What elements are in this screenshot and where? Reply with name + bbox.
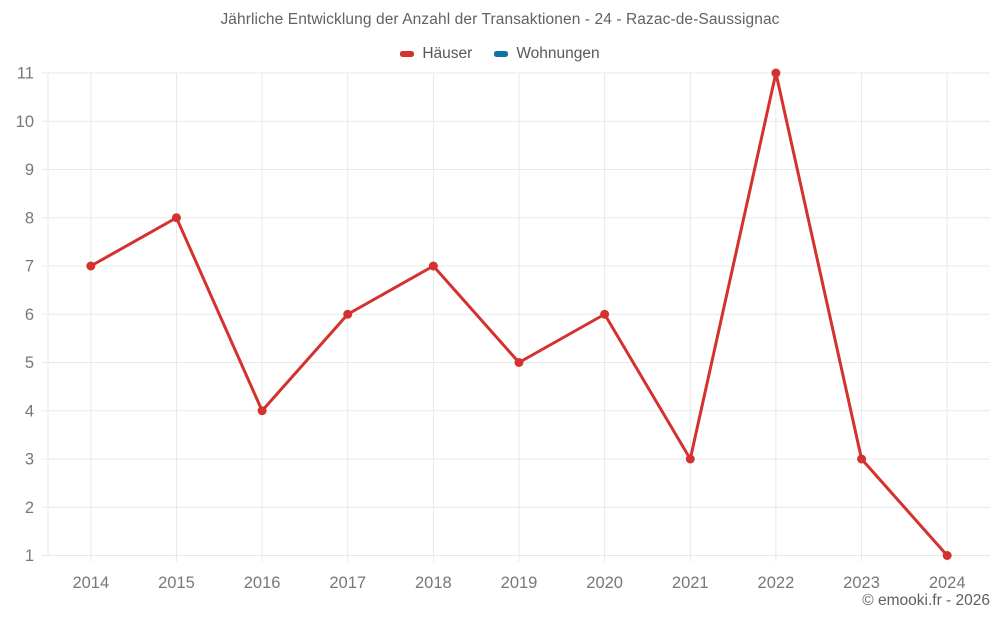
- x-axis-tick-label: 2015: [158, 574, 195, 592]
- y-axis-tick-label: 3: [25, 451, 34, 469]
- legend-item-huser[interactable]: Häuser: [400, 45, 472, 63]
- x-axis-tick-label: 2021: [672, 574, 709, 592]
- chart-title: Jährliche Entwicklung der Anzahl der Tra…: [220, 11, 780, 28]
- data-point-huser-2023[interactable]: [857, 454, 867, 464]
- y-axis-tick-label: 11: [17, 65, 34, 83]
- chart-legend: Häuser Wohnungen: [0, 45, 1000, 63]
- data-point-huser-2015[interactable]: [171, 213, 181, 223]
- y-axis-tick-label: 8: [25, 209, 34, 227]
- y-axis-tick-label: 5: [25, 354, 34, 372]
- x-axis-tick-label: 2024: [929, 574, 966, 592]
- data-point-huser-2024[interactable]: [942, 551, 952, 560]
- legend-item-wohnungen[interactable]: Wohnungen: [494, 45, 600, 63]
- y-axis-tick-label: 10: [16, 113, 34, 131]
- y-axis-tick-label: 2: [25, 499, 34, 517]
- y-axis-tick-label: 9: [25, 161, 34, 179]
- data-point-huser-2022[interactable]: [771, 68, 781, 78]
- x-axis-tick-label: 2019: [501, 574, 538, 592]
- x-axis-tick-label: 2017: [329, 574, 366, 592]
- data-point-huser-2020[interactable]: [600, 309, 610, 319]
- legend-label: Häuser: [422, 45, 473, 62]
- x-axis-tick-label: 2022: [758, 574, 795, 592]
- x-axis-tick-label: 2023: [843, 574, 880, 592]
- data-point-huser-2021[interactable]: [685, 454, 695, 464]
- data-point-huser-2017[interactable]: [343, 309, 353, 319]
- data-point-huser-2018[interactable]: [428, 261, 438, 271]
- data-point-huser-2014[interactable]: [86, 261, 96, 271]
- x-axis-tick-label: 2014: [72, 574, 109, 592]
- x-axis-tick-label: 2020: [586, 574, 623, 592]
- legend-swatch-icon: [494, 51, 509, 57]
- y-axis-tick-label: 1: [25, 547, 34, 565]
- y-axis-tick-label: 6: [25, 306, 34, 324]
- y-axis-tick-label: 7: [25, 258, 34, 276]
- x-axis-tick-label: 2018: [415, 574, 452, 592]
- data-point-huser-2016[interactable]: [257, 406, 267, 416]
- y-axis-tick-label: 4: [25, 402, 34, 420]
- legend-swatch-icon: [400, 51, 415, 57]
- data-point-huser-2019[interactable]: [514, 358, 524, 367]
- x-axis-tick-label: 2016: [244, 574, 281, 592]
- legend-label: Wohnungen: [516, 45, 600, 62]
- copyright-watermark: © emooki.fr - 2026: [862, 592, 990, 609]
